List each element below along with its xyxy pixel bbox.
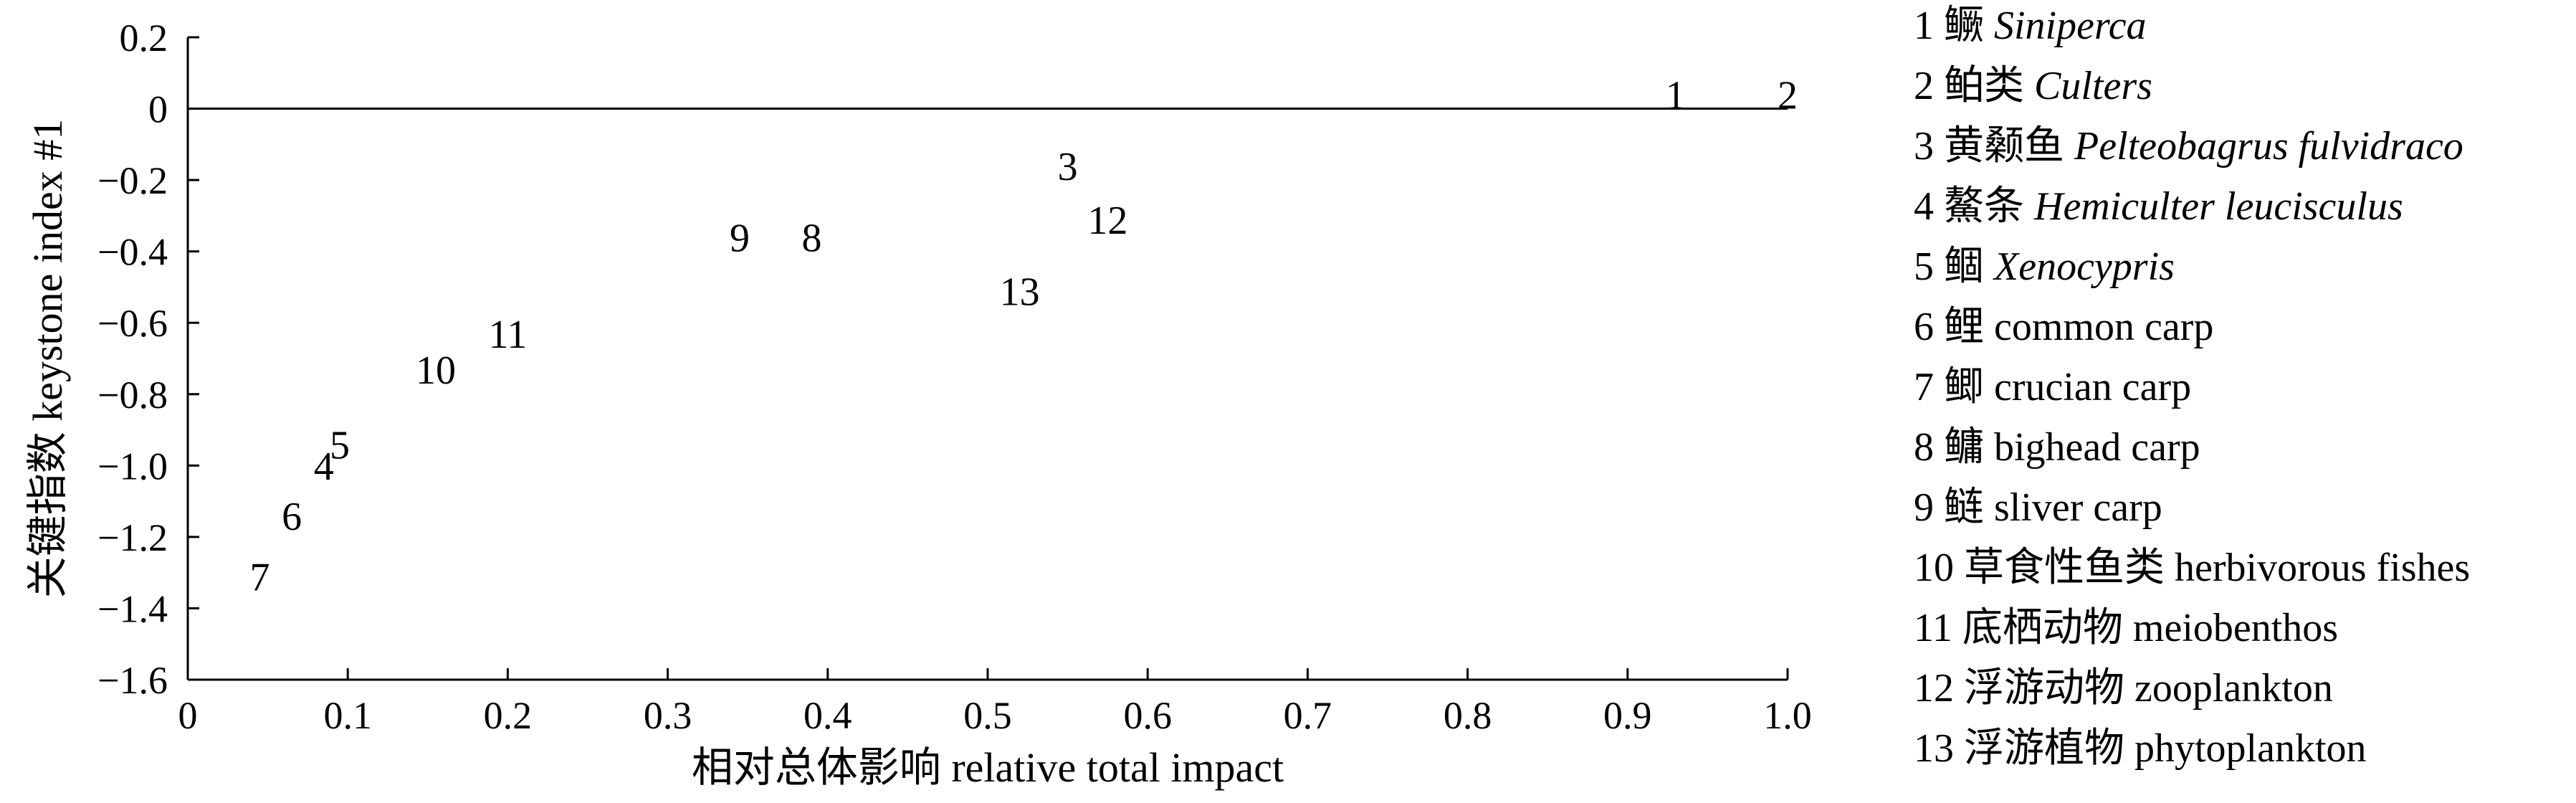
x-tick-label: 0.1	[323, 694, 372, 737]
y-tick-label: −0.6	[97, 302, 168, 345]
x-tick-label: 0.3	[644, 694, 692, 737]
y-tick-label: −1.6	[97, 659, 168, 702]
point-8: 8	[801, 217, 821, 261]
x-tick-label: 0.2	[484, 694, 533, 737]
legend-item-12: 12 浮游动物 zooplankton	[1914, 666, 2333, 711]
legend-item-8: 8 鳙 bighead carp	[1914, 425, 2200, 470]
legend-chinese-name: 黄颡鱼	[1934, 124, 2064, 168]
x-tick-label: 0.6	[1123, 694, 1172, 737]
legend-english-name: Siniperca	[1994, 4, 2147, 48]
legend: 1 鳜 Siniperca 2 鲌类 Culters 3 黄颡鱼 Pelteobag…	[1914, 4, 2470, 771]
point-13: 13	[1000, 270, 1040, 314]
legend-number: 6	[1914, 305, 1934, 349]
x-tick-label: 0	[178, 694, 198, 737]
legend-chinese-name: 鲤	[1934, 305, 1984, 349]
y-axis-title: 关键指数 keystone index #1	[24, 119, 71, 599]
legend-item-7: 7 鲫 crucian carp	[1914, 365, 2191, 409]
legend-english-name: bighead carp	[1994, 425, 2200, 470]
x-tick-label: 0.9	[1603, 694, 1652, 737]
legend-english-name: Culters	[2034, 64, 2152, 108]
legend-item-13: 13 浮游植物 phytoplankton	[1914, 726, 2367, 771]
legend-item-2: 2 鲌类 Culters	[1914, 64, 2152, 108]
legend-item-5: 5 鲴 Xenocypris	[1914, 244, 2175, 289]
legend-english-name: meiobenthos	[2133, 606, 2338, 650]
legend-number: 13	[1914, 726, 1954, 771]
x-tick-label: 0.5	[963, 694, 1012, 737]
legend-item-10: 10 草食性鱼类 herbivorous fishes	[1914, 546, 2470, 590]
point-10: 10	[416, 348, 456, 393]
y-tick-label: −0.4	[97, 231, 168, 274]
legend-english-name: phytoplankton	[2134, 726, 2367, 771]
y-tick-label: −0.8	[97, 374, 168, 417]
legend-english-name: Pelteobagrus fulvidraco	[2074, 124, 2463, 168]
legend-english-name: zooplankton	[2134, 666, 2333, 711]
legend-number: 3	[1914, 124, 1934, 168]
legend-number: 2	[1914, 64, 1934, 108]
legend-chinese-name: 鰲条	[1934, 184, 2024, 229]
x-tick-label: 0.8	[1444, 694, 1492, 737]
legend-chinese-name: 浮游动物	[1954, 666, 2124, 711]
point-9: 9	[730, 217, 750, 261]
legend-item-1: 1 鳜 Siniperca	[1914, 4, 2147, 48]
point-1: 1	[1666, 74, 1686, 118]
point-2: 2	[1778, 74, 1798, 118]
y-tick-label: 0.2	[120, 16, 168, 60]
x-ticks: 0 0.1 0.2 0.3 0.4 0.5 0.6 0.7 0.8 0.9 1.0	[178, 668, 1812, 737]
legend-english-name: herbivorous fishes	[2175, 546, 2470, 590]
y-ticks: 0.2 0 −0.2 −0.4 −0.6 −0.8 −1.0 −1.2 −1.4 −1.6	[97, 16, 199, 702]
point-3: 3	[1058, 145, 1078, 189]
x-tick-label: 0.7	[1284, 694, 1332, 737]
point-7: 7	[249, 556, 269, 600]
legend-english-name: common carp	[1994, 305, 2213, 349]
x-tick-label: 1.0	[1763, 694, 1812, 737]
point-5: 5	[330, 423, 350, 467]
legend-number: 9	[1914, 485, 1934, 530]
legend-english-name: Xenocypris	[1993, 244, 2175, 289]
legend-item-11: 11 底栖动物 meiobenthos	[1914, 606, 2338, 650]
legend-chinese-name: 鳜	[1934, 4, 1984, 48]
legend-item-3: 3 黄颡鱼 Pelteobagrus fulvidraco	[1914, 124, 2463, 168]
legend-chinese-name: 鲢	[1934, 485, 1984, 530]
legend-number: 11	[1914, 606, 1952, 650]
legend-chinese-name: 草食性鱼类	[1954, 546, 2165, 590]
legend-item-9: 9 鲢 sliver carp	[1914, 485, 2162, 530]
y-tick-label: 0	[148, 88, 168, 131]
point-6: 6	[282, 495, 302, 539]
legend-english-name: sliver carp	[1994, 485, 2162, 530]
legend-number: 1	[1914, 4, 1934, 48]
legend-number: 7	[1914, 365, 1934, 409]
legend-number: 10	[1914, 546, 1954, 590]
y-tick-label: −0.2	[97, 159, 168, 202]
y-tick-label: −1.4	[97, 587, 168, 630]
x-tick-label: 0.4	[803, 694, 852, 737]
legend-chinese-name: 鲫	[1934, 365, 1984, 409]
legend-chinese-name: 鲌类	[1934, 64, 2024, 108]
point-12: 12	[1087, 199, 1127, 243]
legend-english-name: Hemiculter leucisculus	[2033, 184, 2403, 229]
legend-chinese-name: 鲴	[1934, 244, 1984, 289]
legend-chinese-name: 底栖动物	[1952, 606, 2123, 650]
legend-item-6: 6 鲤 common carp	[1914, 305, 2213, 349]
legend-number: 12	[1914, 666, 1954, 711]
legend-number: 5	[1914, 244, 1934, 289]
point-4: 4	[314, 445, 334, 489]
legend-chinese-name: 浮游植物	[1954, 726, 2124, 771]
legend-number: 4	[1914, 184, 1934, 229]
legend-item-4: 4 鰲条 Hemiculter leucisculus	[1914, 184, 2403, 229]
legend-english-name: crucian carp	[1994, 365, 2191, 409]
y-tick-label: −1.0	[97, 445, 168, 488]
legend-number: 8	[1914, 425, 1934, 470]
x-axis-title: 相对总体影响 relative total impact	[692, 744, 1284, 791]
legend-chinese-name: 鳙	[1934, 425, 1984, 470]
point-11: 11	[488, 313, 527, 357]
y-tick-label: −1.2	[97, 516, 168, 559]
